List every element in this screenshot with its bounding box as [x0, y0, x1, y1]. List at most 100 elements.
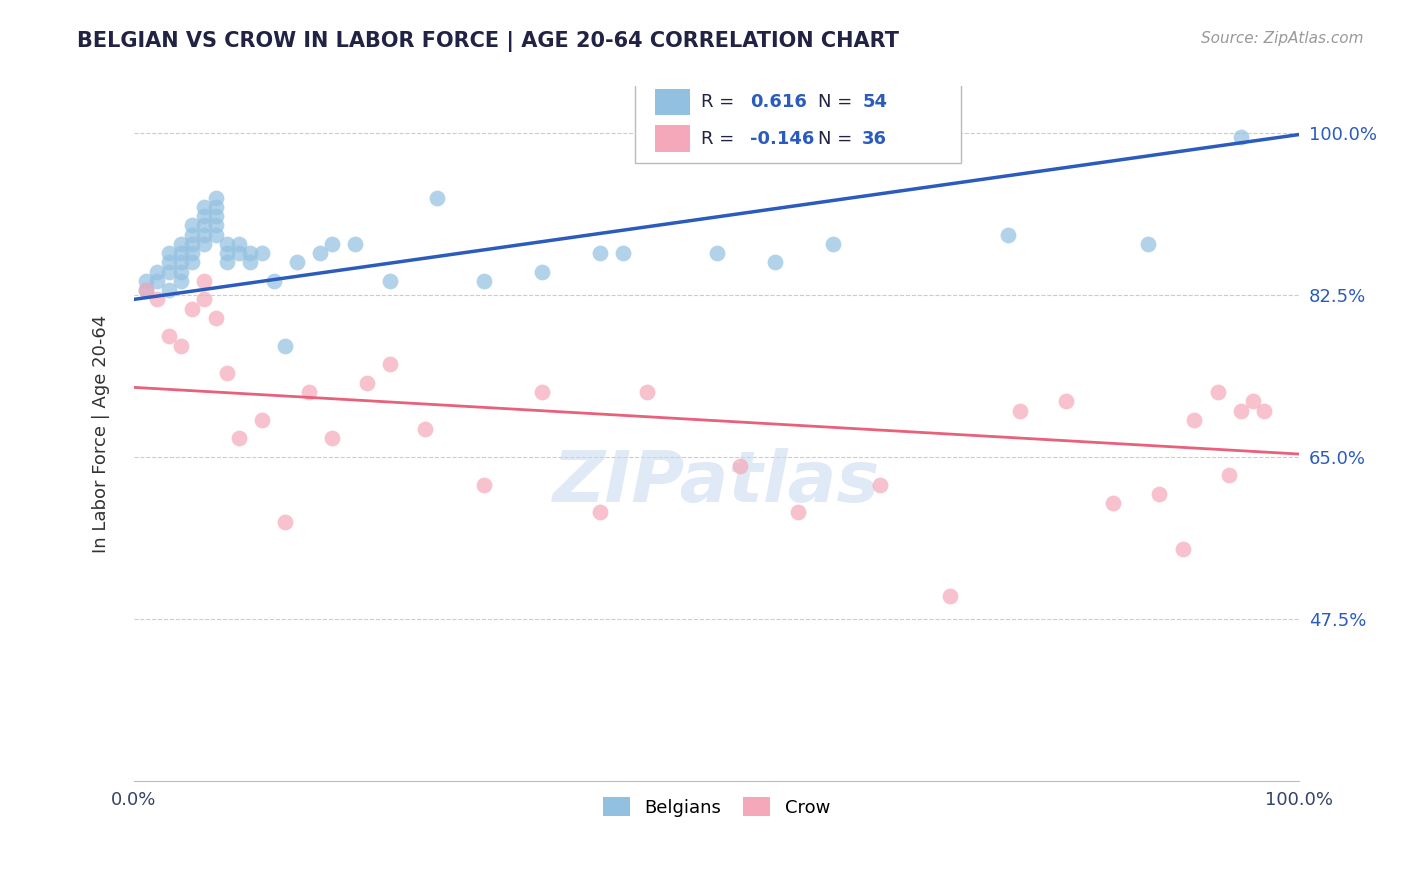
Point [274, 515, 297, 529]
Point [250, 413, 273, 427]
Point [193, 293, 215, 307]
Point [239, 246, 262, 260]
Point [1230, 403, 1253, 417]
Point [135, 274, 157, 288]
Point [204, 219, 226, 233]
Point [1230, 130, 1253, 145]
Point [135, 283, 157, 297]
Point [1171, 542, 1194, 557]
Point [1241, 394, 1264, 409]
Text: R =: R = [702, 129, 741, 147]
Point [589, 246, 612, 260]
Point [589, 505, 612, 519]
Point [636, 384, 658, 399]
Point [763, 255, 786, 269]
Point [426, 190, 449, 204]
Point [321, 236, 343, 251]
Point [1008, 403, 1031, 417]
Point [472, 477, 495, 491]
Point [157, 329, 180, 343]
Point [344, 236, 367, 251]
Text: ZIPatlas: ZIPatlas [553, 448, 880, 516]
Point [157, 246, 180, 260]
Point [181, 236, 204, 251]
Point [217, 367, 239, 381]
Point [217, 236, 239, 251]
Point [169, 236, 191, 251]
Point [217, 255, 239, 269]
Text: -0.146: -0.146 [751, 129, 814, 147]
Point [181, 255, 204, 269]
Point [1101, 496, 1123, 510]
Point [263, 274, 285, 288]
Point [181, 301, 204, 316]
Legend: Belgians, Crow: Belgians, Crow [596, 790, 838, 824]
Point [250, 246, 273, 260]
Point [146, 274, 169, 288]
FancyBboxPatch shape [636, 76, 962, 162]
Point [181, 219, 204, 233]
Point [157, 264, 180, 278]
Point [787, 505, 810, 519]
Point [157, 283, 180, 297]
Point [413, 422, 436, 436]
Point [728, 459, 751, 474]
Point [204, 227, 226, 242]
Point [1182, 413, 1205, 427]
Point [1218, 468, 1240, 483]
Y-axis label: In Labor Force | Age 20-64: In Labor Force | Age 20-64 [93, 315, 110, 553]
Point [204, 310, 226, 325]
Point [169, 339, 191, 353]
Point [869, 477, 891, 491]
Point [997, 227, 1019, 242]
Point [193, 236, 215, 251]
Point [706, 246, 728, 260]
Point [204, 200, 226, 214]
Point [146, 293, 169, 307]
Text: BELGIAN VS CROW IN LABOR FORCE | AGE 20-64 CORRELATION CHART: BELGIAN VS CROW IN LABOR FORCE | AGE 20-… [77, 31, 900, 53]
Point [157, 255, 180, 269]
Point [380, 357, 402, 371]
Point [823, 236, 845, 251]
Point [169, 246, 191, 260]
Point [193, 227, 215, 242]
Text: 54: 54 [862, 93, 887, 111]
Point [472, 274, 495, 288]
Point [193, 209, 215, 223]
Point [135, 283, 157, 297]
Point [204, 209, 226, 223]
Text: 0.616: 0.616 [751, 93, 807, 111]
Text: Source: ZipAtlas.com: Source: ZipAtlas.com [1201, 31, 1364, 46]
Text: R =: R = [702, 93, 741, 111]
Point [321, 431, 343, 445]
Point [181, 227, 204, 242]
Point [356, 376, 378, 390]
Point [1149, 487, 1171, 501]
Point [285, 255, 308, 269]
Point [193, 274, 215, 288]
Point [938, 589, 960, 603]
Point [169, 255, 191, 269]
Point [530, 384, 553, 399]
Point [217, 246, 239, 260]
Point [228, 246, 250, 260]
Point [204, 190, 226, 204]
Point [228, 236, 250, 251]
Point [193, 219, 215, 233]
Point [309, 246, 332, 260]
Point [146, 264, 169, 278]
Text: N =: N = [818, 129, 858, 147]
Point [228, 431, 250, 445]
Text: 36: 36 [862, 129, 887, 147]
Point [1206, 384, 1229, 399]
Point [239, 255, 262, 269]
Point [193, 200, 215, 214]
FancyBboxPatch shape [655, 88, 690, 115]
Point [169, 264, 191, 278]
Point [1054, 394, 1077, 409]
FancyBboxPatch shape [655, 126, 690, 152]
Point [530, 264, 553, 278]
Point [181, 246, 204, 260]
Point [274, 339, 297, 353]
Point [1136, 236, 1159, 251]
